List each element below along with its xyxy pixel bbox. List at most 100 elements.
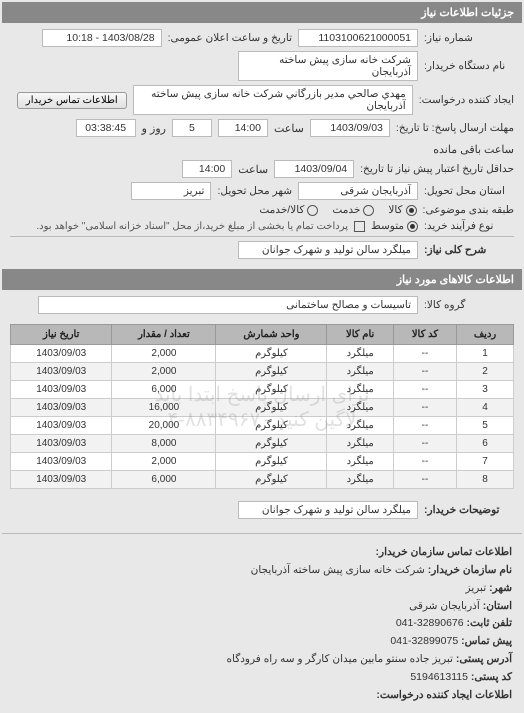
treasury-checkbox[interactable]: [354, 221, 365, 232]
table-row: 1--میلگردکیلوگرم2,0001403/09/03: [11, 345, 514, 363]
cell: 4: [457, 399, 514, 417]
contact-heading: اطلاعات تماس سازمان خریدار:: [376, 546, 512, 558]
table-row: 3--میلگردکیلوگرم6,0001403/09/03: [11, 381, 514, 399]
city-value: تبریز: [131, 182, 211, 200]
cell: 1403/09/03: [11, 399, 112, 417]
cell: کیلوگرم: [216, 435, 327, 453]
col-header: نام کالا: [327, 325, 393, 345]
c-fax: 32899075-041: [390, 635, 458, 647]
c-postal-label: کد پستی:: [471, 671, 512, 683]
subject-radio-کالا/خدمت[interactable]: کالا/خدمت: [259, 204, 318, 216]
subject-radio-کالا[interactable]: کالا: [388, 204, 416, 216]
c-phone-label: تلفن ثابت:: [467, 617, 512, 629]
province-value: آذربایجان شرقی: [298, 182, 418, 200]
cell: 6: [457, 435, 514, 453]
section-header-items: اطلاعات کالاهای مورد نیاز: [2, 269, 522, 290]
col-header: کد کالا: [393, 325, 456, 345]
cell: 1403/09/03: [11, 453, 112, 471]
c-postal: 5194613115: [410, 671, 468, 683]
deadline-send-label: مهلت ارسال پاسخ: تا تاریخ:: [396, 122, 514, 134]
cell: --: [393, 417, 456, 435]
cell: 2: [457, 363, 514, 381]
cell: 2,000: [112, 363, 216, 381]
cell: کیلوگرم: [216, 345, 327, 363]
cell: 3: [457, 381, 514, 399]
radio-label: کالا/خدمت: [259, 204, 304, 216]
validity-date: 1403/09/04: [274, 160, 354, 178]
c-city: تبریز: [466, 582, 487, 594]
cell: کیلوگرم: [216, 417, 327, 435]
cell: --: [393, 453, 456, 471]
process-type-radio[interactable]: متوسط: [371, 220, 418, 232]
cell: 1403/09/03: [11, 471, 112, 489]
cell: --: [393, 381, 456, 399]
days-remaining-suffix: روز و: [142, 122, 166, 135]
cell: میلگرد: [327, 417, 393, 435]
c-org: شرکت خانه سازی پیش ساخته آذربایجان: [251, 564, 425, 576]
cell: 6,000: [112, 381, 216, 399]
cell: کیلوگرم: [216, 381, 327, 399]
table-row: 7--میلگردکیلوگرم2,0001403/09/03: [11, 453, 514, 471]
cell: کیلوگرم: [216, 399, 327, 417]
radio-dot-icon: [407, 221, 418, 232]
req-no-value: 1103100621000051: [298, 29, 418, 47]
col-header: تعداد / مقدار: [112, 325, 216, 345]
divider: [10, 236, 514, 237]
requester-value: مهدي صالحي مدير بازرگاني شرکت خانه سازی …: [133, 85, 413, 115]
cell: کیلوگرم: [216, 363, 327, 381]
radio-label: خدمت: [332, 204, 360, 216]
col-header: واحد شمارش: [216, 325, 327, 345]
cell: کیلوگرم: [216, 471, 327, 489]
cell: 1403/09/03: [11, 363, 112, 381]
province-label: استان محل تحویل:: [424, 185, 514, 197]
c-fax-label: پیش تماس:: [461, 635, 512, 647]
col-header: ردیف: [457, 325, 514, 345]
deadline-send-time: 14:00: [218, 119, 268, 137]
cell: میلگرد: [327, 345, 393, 363]
process-type-value: متوسط: [371, 220, 404, 232]
announce-label: تاریخ و ساعت اعلان عمومی:: [168, 32, 292, 44]
main-desc-value: میلگرد سالن تولید و شهرک جوانان: [238, 241, 418, 259]
cell: میلگرد: [327, 471, 393, 489]
radio-dot-icon: [363, 205, 374, 216]
time-remaining: 03:38:45: [76, 119, 136, 137]
items-table: ردیفکد کالانام کالاواحد شمارشتعداد / مقد…: [10, 324, 514, 489]
table-row: 6--میلگردکیلوگرم8,0001403/09/03: [11, 435, 514, 453]
c-city-label: شهر:: [489, 582, 512, 594]
time-label-2: ساعت: [238, 163, 268, 176]
subject-radio-خدمت[interactable]: خدمت: [332, 204, 374, 216]
cell: 16,000: [112, 399, 216, 417]
main-desc-label: شرح کلی نیاز:: [424, 244, 514, 256]
cell: 1403/09/03: [11, 345, 112, 363]
deadline-send-date: 1403/09/03: [310, 119, 390, 137]
table-row: 5--میلگردکیلوگرم20,0001403/09/03: [11, 417, 514, 435]
cell: میلگرد: [327, 453, 393, 471]
group-label: گروه کالا:: [424, 299, 514, 311]
cell: 20,000: [112, 417, 216, 435]
cell: میلگرد: [327, 363, 393, 381]
radio-dot-icon: [307, 205, 318, 216]
org-label: نام دستگاه خریدار:: [424, 60, 514, 72]
cell: --: [393, 399, 456, 417]
cell: --: [393, 435, 456, 453]
cell: --: [393, 363, 456, 381]
radio-dot-icon: [406, 205, 417, 216]
cell: --: [393, 345, 456, 363]
subject-class-label: طبقه بندی موضوعی:: [423, 204, 514, 216]
time-label-1: ساعت: [274, 122, 304, 135]
cell: 1403/09/03: [11, 435, 112, 453]
validity-label: حداقل تاریخ اعتبار پیش نیاز تا تاریخ:: [360, 163, 514, 175]
c-addr: تبریز جاده سنتو مابین میدان کارگر و سه ر…: [227, 653, 453, 665]
c-prov: آذربایجان شرقی: [409, 600, 480, 612]
divider-2: [2, 533, 522, 534]
cell: 1403/09/03: [11, 417, 112, 435]
req-no-label: شماره نیاز:: [424, 32, 514, 44]
radio-label: کالا: [388, 204, 402, 216]
cell: 8: [457, 471, 514, 489]
cell: میلگرد: [327, 399, 393, 417]
requester-label: ایجاد کننده درخواست:: [419, 94, 514, 106]
contact-buyer-button[interactable]: اطلاعات تماس خریدار: [17, 92, 127, 109]
c-addr-label: آدرس پستی:: [456, 653, 512, 665]
cell: 1: [457, 345, 514, 363]
buyer-note-label: توضیحات خریدار:: [424, 504, 514, 516]
